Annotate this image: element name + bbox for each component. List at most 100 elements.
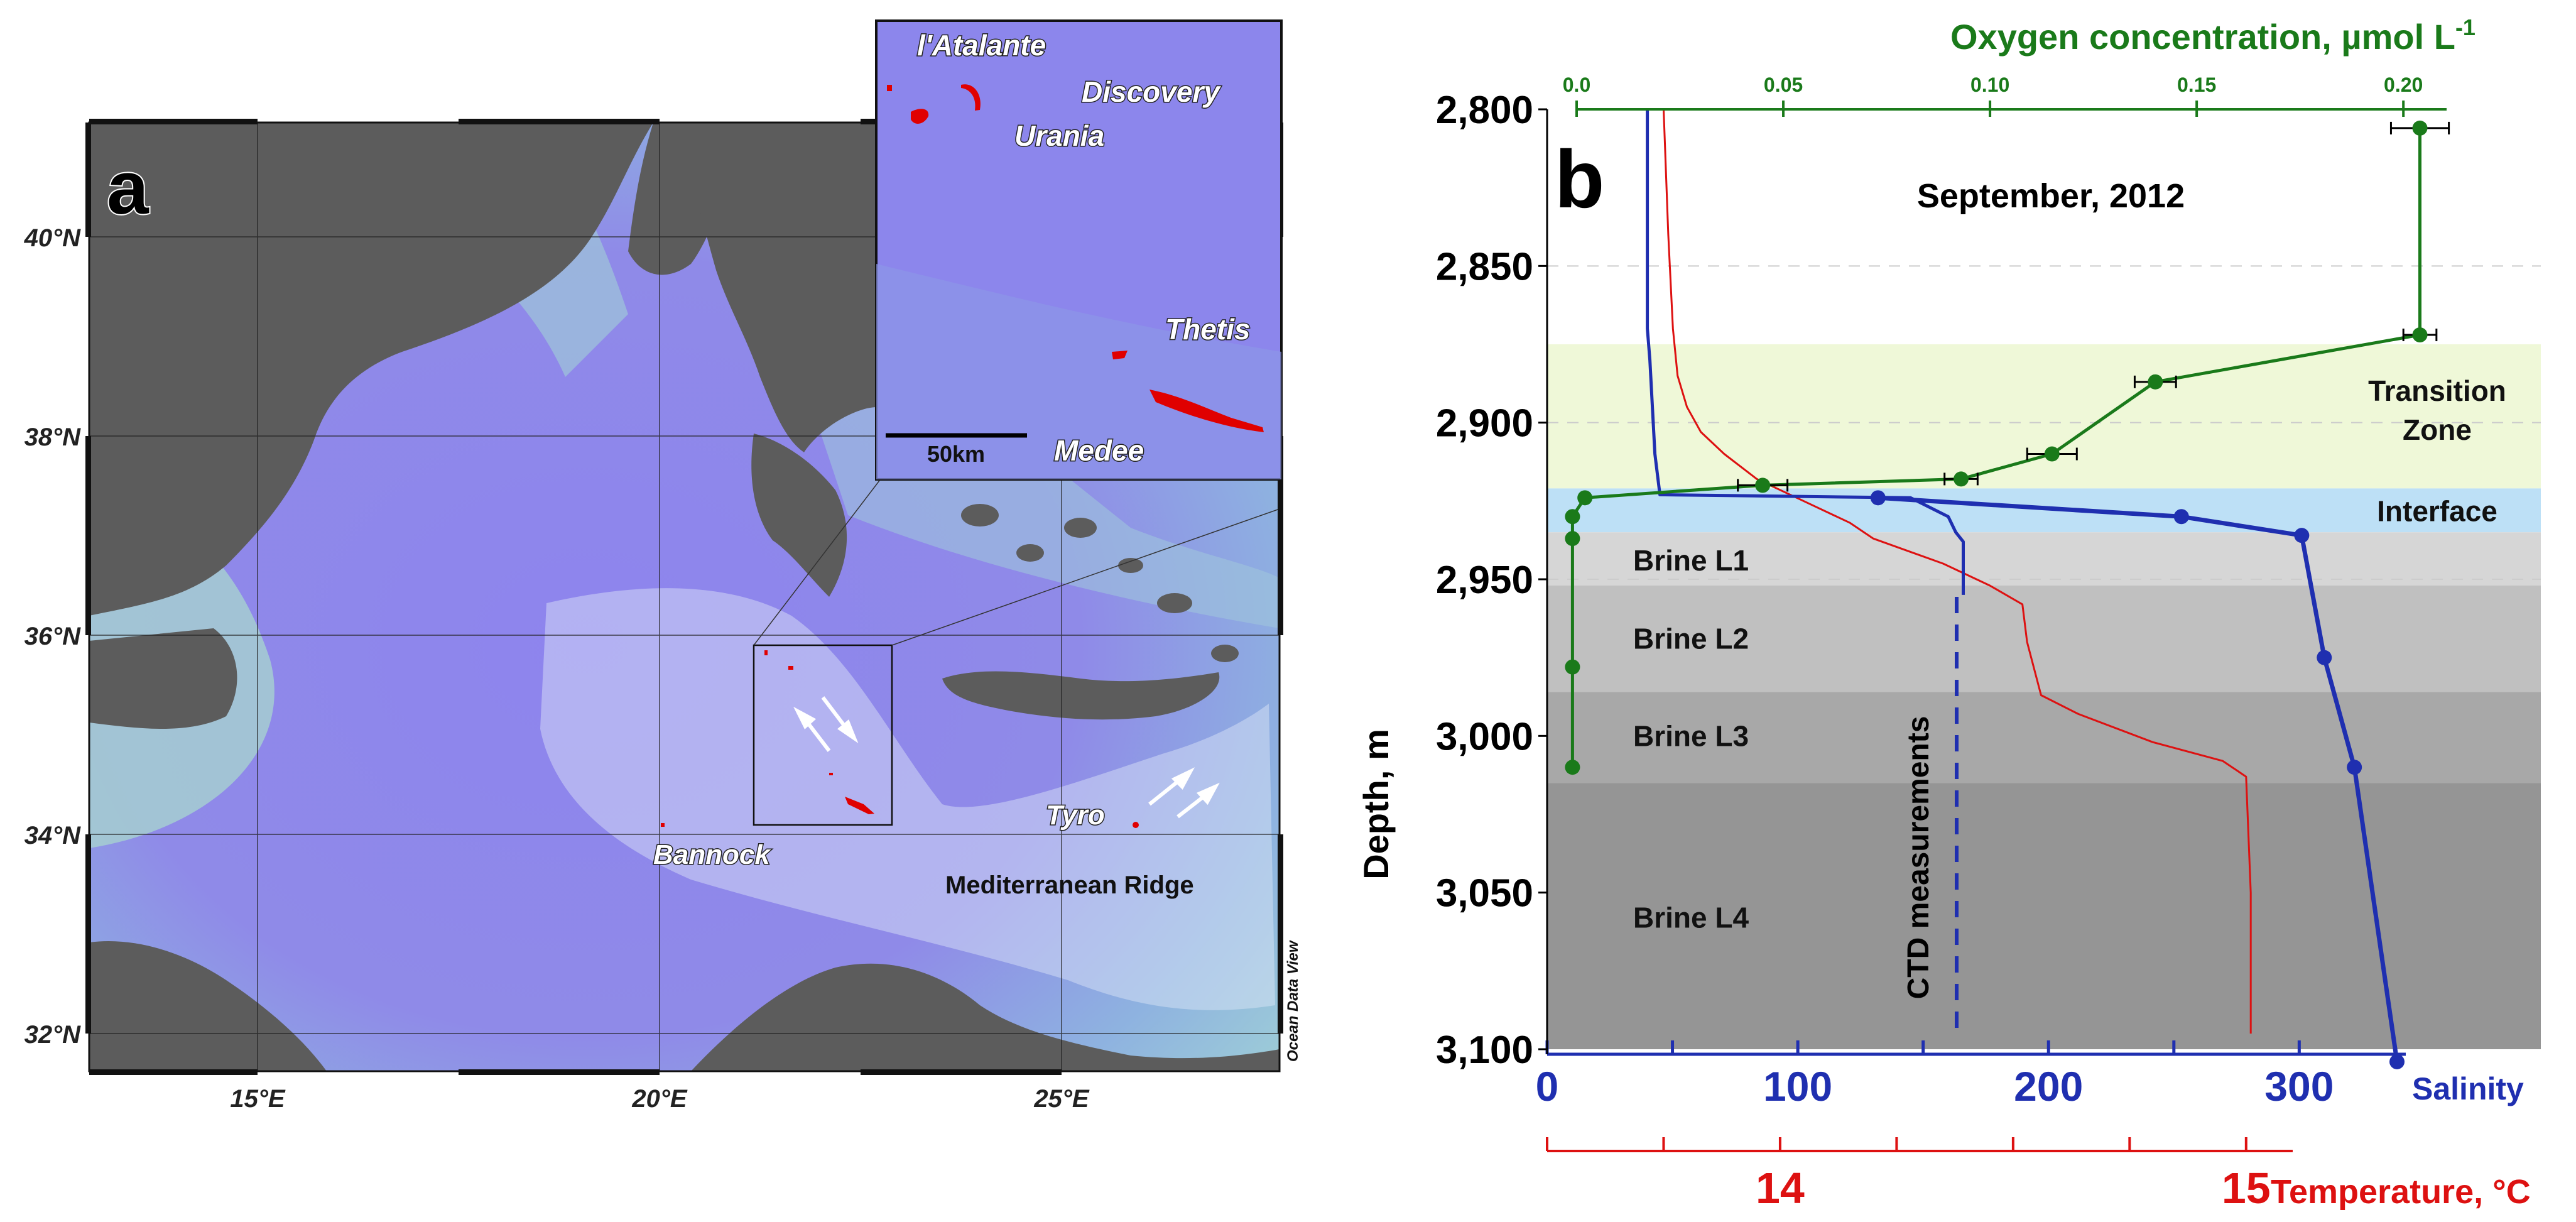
zone-label: Brine L2 (1633, 623, 1749, 655)
inset-sea-shade (876, 264, 1281, 479)
oxygen-point (2412, 120, 2428, 136)
depth-tick-label: 2,850 (1436, 245, 1533, 288)
salinity-bottle-point (2173, 509, 2189, 525)
salinity-tick-label: 300 (2264, 1063, 2334, 1110)
inset-labels: l'Atalante Discovery Urania Thetis Medee (916, 28, 1251, 468)
salinity-bottle-line (1878, 495, 2399, 1062)
land-peloponnese (751, 434, 847, 597)
zone-label: Brine L3 (1633, 719, 1749, 752)
land-africa (89, 941, 327, 1071)
oxygen-point (2412, 327, 2428, 343)
inset-label-urania: Urania (1014, 119, 1104, 152)
oxygen-point (1565, 659, 1580, 675)
zone-band (1547, 692, 2541, 783)
lon-label: 15°E (230, 1085, 285, 1113)
depth-tick-label: 3,000 (1436, 715, 1533, 758)
oxygen-point (1565, 531, 1580, 547)
depth-axis-label: Depth, m (1356, 729, 1396, 880)
temperature-axis: 14 15 (1546, 1137, 2293, 1213)
oxygen-tick-label: 0.10 (1970, 74, 2009, 96)
lon-label: 25°E (1033, 1085, 1089, 1113)
oxygen-point (1755, 477, 1771, 493)
inset-label-thetis: Thetis (1165, 313, 1250, 346)
land-island (1064, 518, 1097, 538)
salinity-bottle-point (2389, 1054, 2405, 1069)
zone-label: Transition Zone (2368, 374, 2506, 446)
salinity-tick-label: 200 (2014, 1063, 2083, 1110)
odv-credit: Ocean Data View (1285, 940, 1302, 1062)
zoom-box (753, 644, 893, 826)
zone-labels: Transition Zone Interface Brine L1 Brine L2 B… (1633, 374, 2506, 934)
salinity-tick-label: 0 (1536, 1063, 1559, 1110)
temperature-axis-label: Temperature, °C (2271, 1173, 2531, 1211)
land-island (961, 504, 999, 526)
inset-label-latalante: l'Atalante (917, 29, 1046, 62)
salinity-bottle-point (2294, 528, 2310, 543)
scale-bar-label: 50km (927, 441, 985, 467)
zone-label: Brine L4 (1633, 902, 1749, 934)
map-panel: a 40°N 38°N 36°N 34°N 32°N 15°E 20°E 25°… (24, 19, 1302, 1113)
oxygen-axis-label-sup: -1 (2455, 14, 2475, 40)
land-island (1157, 593, 1192, 613)
land-sicily (89, 628, 237, 729)
salinity-tick-label: 100 (1763, 1063, 1832, 1110)
land-africa-east (691, 963, 1280, 1071)
oxygen-tick-label: 0.15 (2177, 74, 2216, 96)
temperature-tick-label: 14 (1756, 1164, 1805, 1213)
oxygen-tick-label: 0.20 (2384, 74, 2423, 96)
lon-label: 20°E (631, 1085, 687, 1113)
lon-labels: 15°E 20°E 25°E (230, 1085, 1089, 1113)
ctd-label: CTD measurements (1902, 716, 1935, 1000)
zone-band (1547, 585, 2541, 692)
bannock-label: Bannock (653, 839, 771, 870)
depth-tick-label: 2,950 (1436, 559, 1533, 602)
land-island (1211, 645, 1239, 662)
map-panel-label: a (107, 146, 149, 230)
oxygen-point (2044, 446, 2060, 462)
temperature-tick-label: 15 (2222, 1164, 2271, 1213)
land-italy (89, 123, 653, 616)
inset-brine-lakes (887, 84, 1264, 432)
depth-tick-label: 3,050 (1436, 872, 1533, 915)
gridlines (1547, 265, 2541, 580)
depth-axis: 2,800 2,850 2,900 2,950 3,000 3,050 3,100 (1436, 89, 1548, 1072)
depth-tick-label: 2,900 (1436, 402, 1533, 445)
lat-labels: 40°N 38°N 36°N 34°N 32°N (24, 224, 81, 1049)
salinity-ctd-line (1646, 109, 1965, 595)
lat-label: 32°N (24, 1021, 81, 1049)
oxygen-point (1577, 490, 1593, 506)
oxygen-point (2148, 374, 2163, 390)
series-layer (1565, 109, 2450, 1069)
oxygen-axis-label-text: Oxygen concentration, µmol L (1950, 17, 2455, 57)
depth-tick-label: 2,800 (1436, 89, 1533, 132)
lat-label: 36°N (24, 623, 81, 650)
mediterranean-ridge-overlay (540, 588, 1275, 1010)
salinity-bottle-point (1870, 490, 1886, 506)
zoom-connector (753, 480, 880, 646)
zone-label: Interface (2377, 494, 2497, 527)
depth-tick-label: 3,100 (1436, 1028, 1533, 1072)
oxygen-tick-label: 0.05 (1764, 74, 1803, 96)
oxygen-axis: 0.0 0.05 0.10 0.15 0.20 (1563, 74, 2447, 117)
chart-panel: 0.0 0.05 0.10 0.15 0.20 Oxygen concentration… (1356, 14, 2541, 1213)
zone-band (1547, 532, 2541, 586)
oxygen-tick-label: 0.0 (1563, 74, 1590, 96)
lat-label: 34°N (24, 822, 81, 849)
brine-lakes (661, 650, 1139, 828)
salinity-axis: 0 100 200 300 (1536, 1040, 2406, 1110)
oxygen-point (1565, 509, 1580, 525)
salinity-axis-label: Salinity (2412, 1071, 2524, 1106)
lat-label: 40°N (24, 224, 81, 252)
temperature-ctd-line (1663, 109, 2252, 1034)
chart-title: September, 2012 (1917, 177, 2185, 215)
inset-label-discovery: Discovery (1082, 75, 1221, 108)
ridge-label: Mediterranean Ridge (945, 871, 1194, 899)
inset-map: l'Atalante Discovery Urania Thetis Medee… (875, 19, 1283, 481)
oxygen-axis-label: Oxygen concentration, µmol L-1 (1950, 14, 2475, 57)
oxygen-point (1565, 760, 1580, 775)
land-island (1016, 544, 1044, 562)
zone-label: Brine L1 (1633, 544, 1749, 577)
tyro-label: Tyro (1046, 800, 1105, 831)
movement-arrows (793, 696, 1220, 819)
